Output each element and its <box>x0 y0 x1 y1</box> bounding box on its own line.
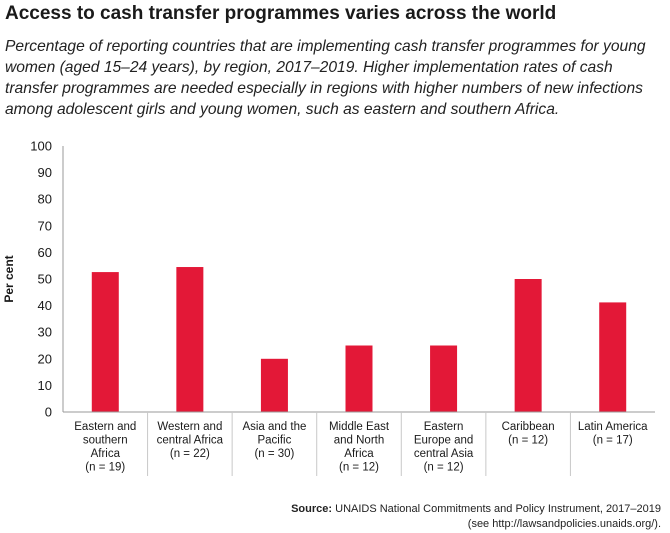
x-category-label-line: (n = 12) <box>508 435 548 447</box>
chart-title: Access to cash transfer programmes varie… <box>5 3 557 24</box>
x-category-label-line: and North <box>334 435 385 447</box>
x-category-label-line: Eastern <box>424 421 464 433</box>
x-category-label-line: (n = 22) <box>170 448 210 460</box>
x-axis: Eastern and southern Africa (n = 19)Western… <box>63 411 655 476</box>
bar <box>514 279 542 412</box>
y-axis-title: Per cent <box>2 255 16 302</box>
x-category-label-line: central Africa <box>157 435 224 447</box>
x-category-label-line: Pacific <box>257 435 291 447</box>
y-tick-label: 50 <box>38 272 52 287</box>
x-category-label: Asia and the Pacific (n = 30) <box>242 421 306 460</box>
bar <box>176 267 204 412</box>
y-tick-label: 60 <box>38 245 52 260</box>
x-category-label-line: Africa <box>91 448 121 460</box>
x-category-label-line: (n = 30) <box>254 448 294 460</box>
x-category-label: Eastern and southern Africa (n = 19) <box>74 421 136 474</box>
x-category-label-line: Western and <box>157 421 222 433</box>
source-note: Source: UNAIDS National Commitments and … <box>291 502 661 532</box>
x-category-label-line: Latin America <box>578 421 648 433</box>
y-tick-label: 30 <box>38 325 52 340</box>
x-category-label-line: (n = 19) <box>85 462 125 474</box>
x-category-label: Caribbean (n = 12) <box>502 421 555 447</box>
x-category-label-line: Europe and <box>414 435 473 447</box>
x-category-label: Western and central Africa (n = 22) <box>157 421 224 460</box>
x-category-label-line: (n = 12) <box>424 462 464 474</box>
x-category-label-line: Caribbean <box>502 421 555 433</box>
source-label: Source: <box>291 503 333 515</box>
y-tick-label: 0 <box>45 405 52 420</box>
y-tick-label: 100 <box>30 139 52 154</box>
x-category-label-line: Africa <box>344 448 374 460</box>
x-category-label-line: (n = 12) <box>339 462 379 474</box>
y-tick-label: 40 <box>38 298 52 313</box>
x-category-label: Middle East and North Africa (n = 12) <box>329 421 390 474</box>
x-category-label: Latin America (n = 17) <box>578 421 648 447</box>
x-category-label-line: central Asia <box>414 448 474 460</box>
bar <box>599 302 627 412</box>
y-tick-label: 80 <box>38 192 52 207</box>
y-tick-label: 10 <box>38 378 52 393</box>
x-category-label-line: (n = 17) <box>593 435 633 447</box>
y-axis: 0 10 20 30 40 50 60 70 80 90 100 Per cent <box>2 139 64 420</box>
source-text: UNAIDS National Commitments and Policy I… <box>335 503 661 515</box>
x-category-label-line: Asia and the <box>242 421 306 433</box>
bar <box>260 358 288 412</box>
y-tick-label: 20 <box>38 351 52 366</box>
y-tick-label: 90 <box>38 165 52 180</box>
x-category-label-line: southern <box>83 435 128 447</box>
bar <box>91 272 119 412</box>
y-tick-label: 70 <box>38 218 52 233</box>
bar <box>345 345 373 412</box>
bar <box>430 345 458 412</box>
bars-group <box>91 267 627 412</box>
bar-chart: 0 10 20 30 40 50 60 70 80 90 100 Per cent Eastern a… <box>2 139 655 476</box>
chart-subtitle: Percentage of reporting countries that a… <box>5 38 646 118</box>
x-category-label-line: Eastern and <box>74 421 136 433</box>
source-url-note: (see http://lawsandpolicies.unaids.org/)… <box>467 518 661 530</box>
x-category-label-line: Middle East <box>329 421 390 433</box>
x-category-label: Eastern Europe and central Asia (n = 12) <box>414 421 474 474</box>
